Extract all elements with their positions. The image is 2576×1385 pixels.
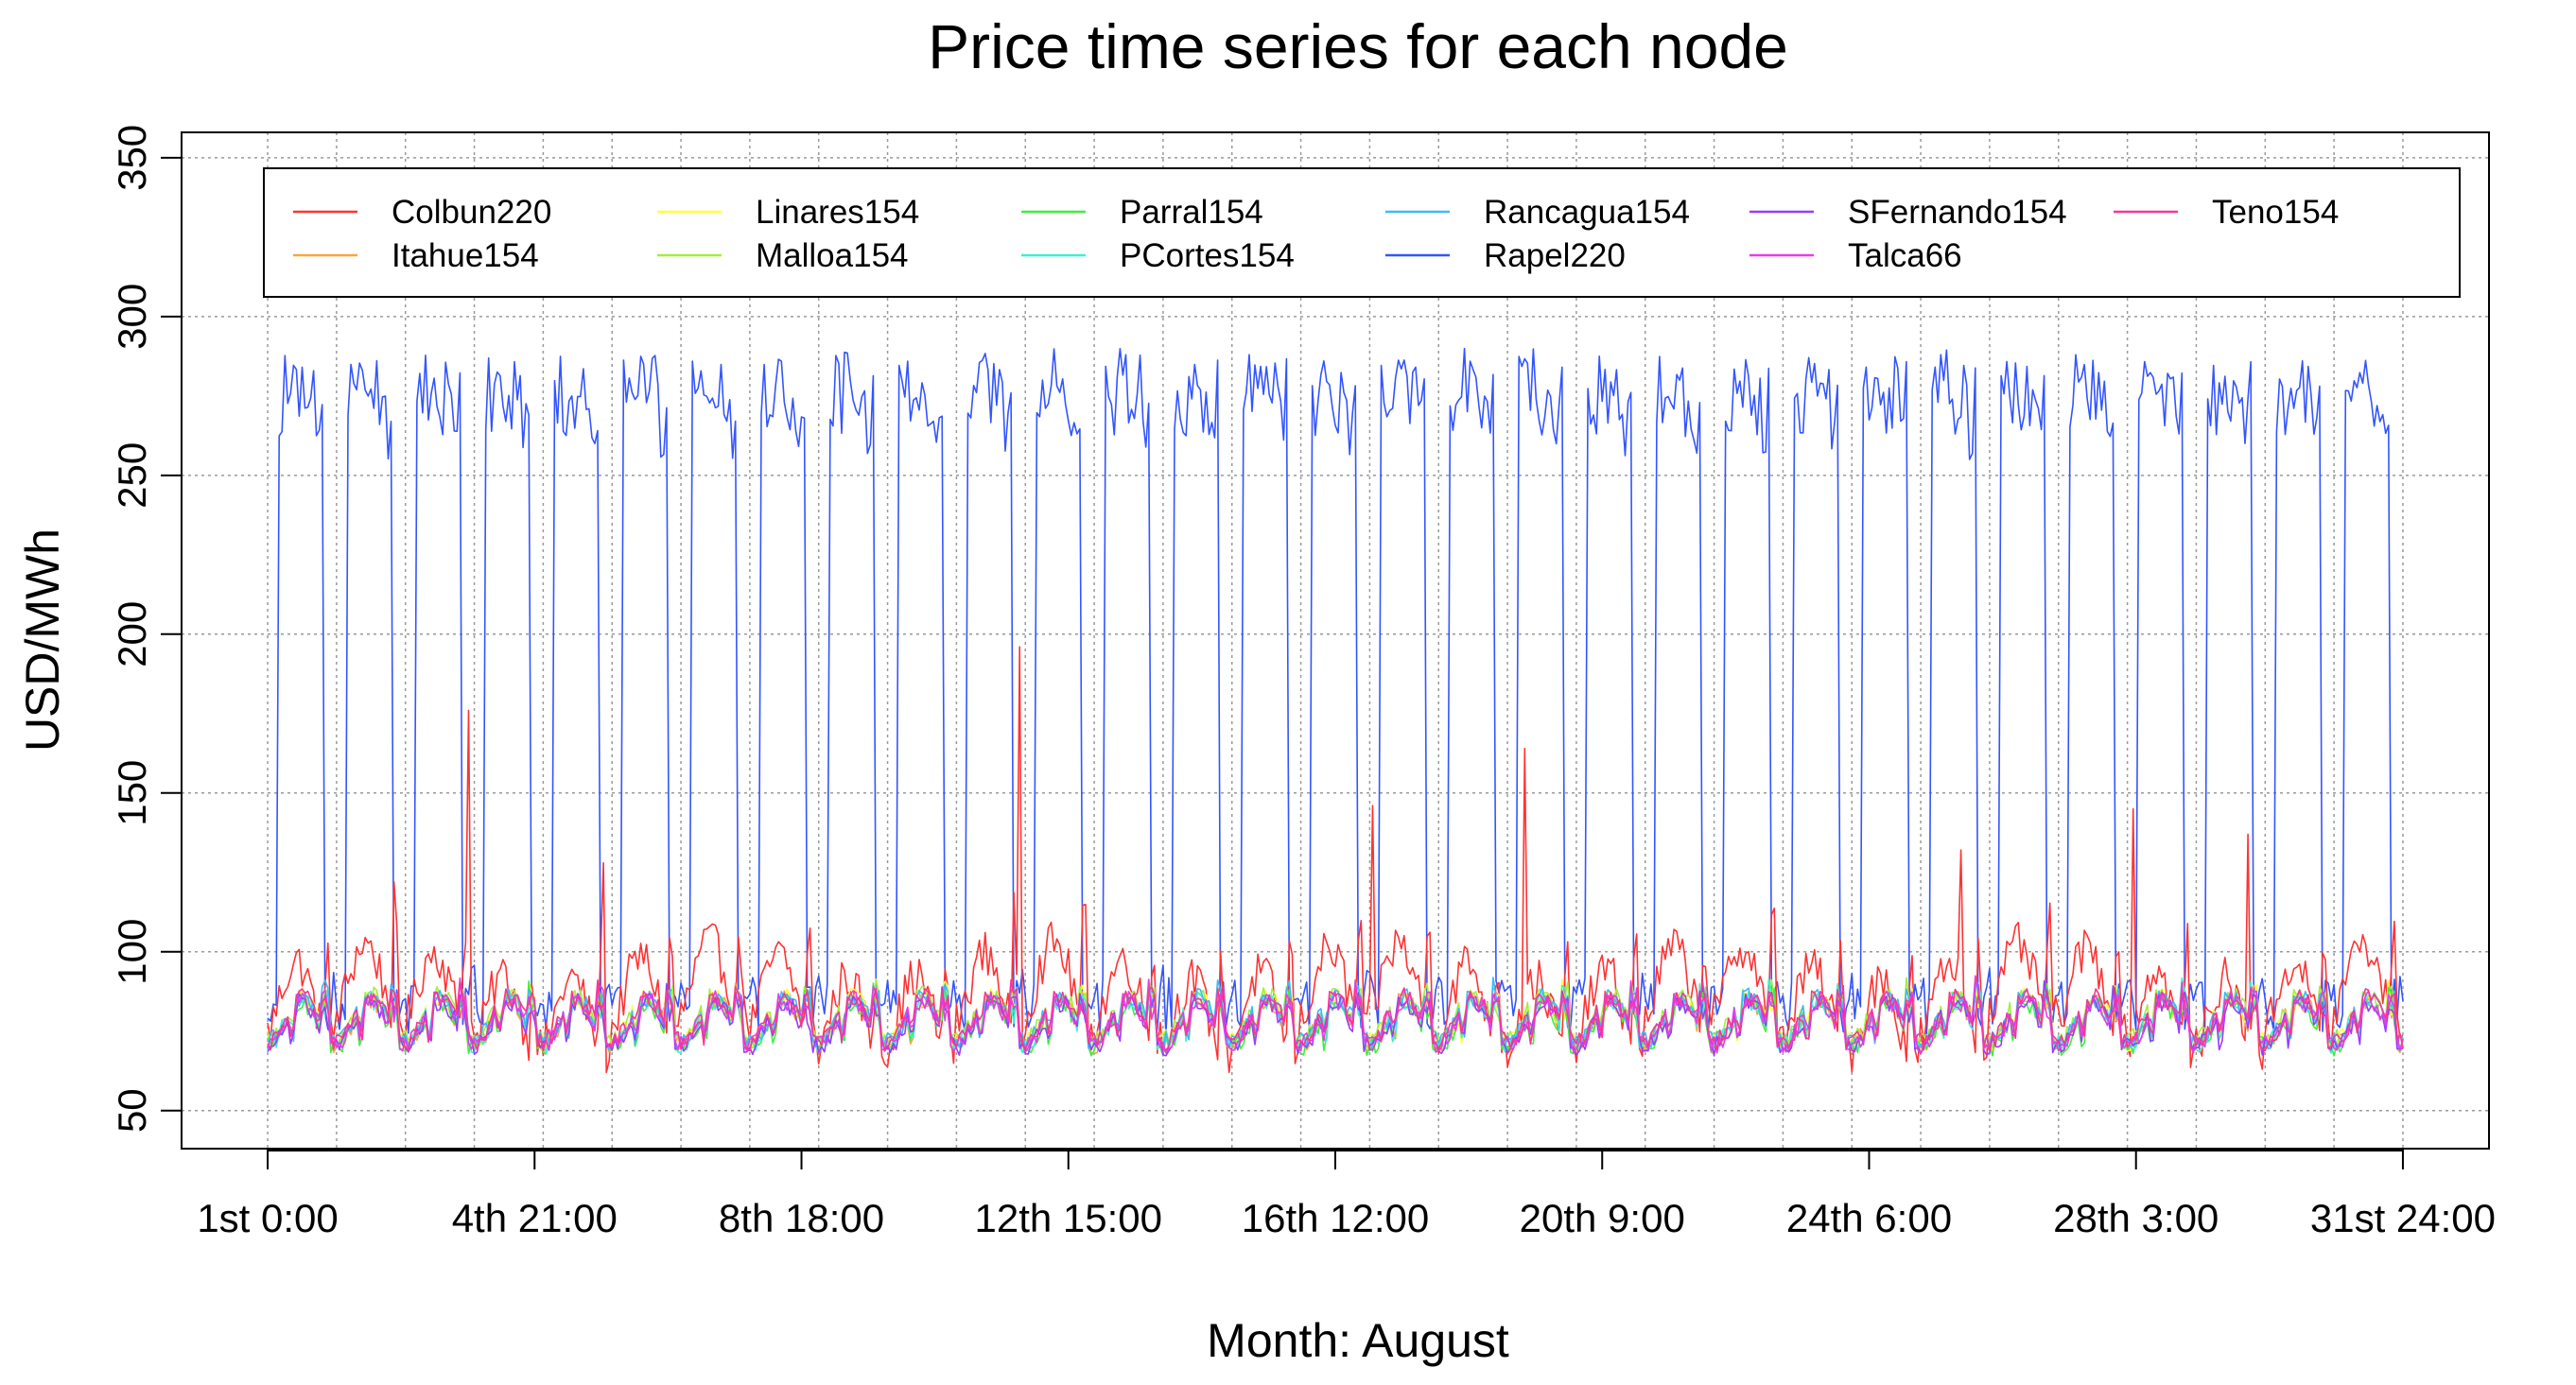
legend-label: Teno154 — [2212, 194, 2339, 231]
legend-label: Rancagua154 — [1484, 194, 1690, 231]
x-tick-label: 24th 6:00 — [1786, 1196, 1952, 1240]
y-tick-label: 200 — [110, 601, 154, 667]
y-tick-label: 50 — [110, 1088, 154, 1133]
legend-label: Malloa154 — [756, 237, 909, 274]
legend: Colbun220 Itahue154 Linares154 Malloa154 Par… — [263, 167, 2461, 298]
y-tick-label: 150 — [110, 760, 154, 826]
legend-label: Parral154 — [1120, 194, 1263, 231]
legend-label: Rapel220 — [1484, 237, 1626, 274]
legend-label: Linares154 — [756, 194, 919, 231]
x-tick-label: 16th 12:00 — [1242, 1196, 1430, 1240]
x-tick-label: 8th 18:00 — [719, 1196, 884, 1240]
series-line-teno154 — [267, 978, 2404, 1052]
y-tick-label: 100 — [110, 919, 154, 985]
x-tick-label: 31st 24:00 — [2310, 1196, 2496, 1240]
x-tick-label: 12th 15:00 — [975, 1196, 1163, 1240]
x-tick-label: 28th 3:00 — [2053, 1196, 2219, 1240]
legend-box — [263, 167, 2461, 298]
y-axis-label: USD/MWh — [16, 528, 69, 752]
x-tick-label: 20th 9:00 — [1520, 1196, 1685, 1240]
grid — [182, 132, 2489, 1149]
legend-label: Itahue154 — [392, 237, 539, 274]
legend-label: PCortes154 — [1120, 237, 1295, 274]
x-tick-label: 1st 0:00 — [197, 1196, 338, 1240]
series-line-sfernando154 — [267, 979, 2403, 1057]
x-axis-label: Month: August — [1207, 1314, 1509, 1367]
series-line-colbun220 — [267, 646, 2404, 1074]
series-line-talca66 — [267, 975, 2404, 1055]
x-tick-label: 4th 21:00 — [452, 1196, 618, 1240]
legend-label: SFernando154 — [1848, 194, 2067, 231]
legend-label: Colbun220 — [392, 194, 551, 231]
y-tick-label: 300 — [110, 284, 154, 350]
legend-label: Talca66 — [1848, 237, 1962, 274]
y-tick-label: 250 — [110, 442, 154, 509]
axes: 50 100 150 200 250 300 350 1st 0:00 4th 21:00 8th… — [110, 125, 2496, 1240]
series-lines — [267, 347, 2404, 1074]
chart-title: Price time series for each node — [928, 11, 1788, 81]
y-tick-label: 350 — [110, 125, 154, 191]
